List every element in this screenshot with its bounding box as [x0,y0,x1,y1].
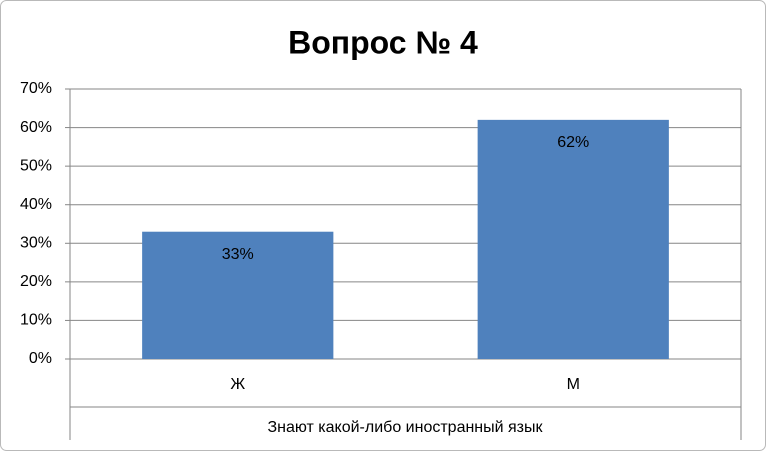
y-tick-label: 60% [20,119,52,136]
bar [477,119,669,359]
y-tick-label: 0% [29,350,52,367]
x-tick-label: Ж [230,376,245,393]
y-tick-label: 30% [20,235,52,252]
x-tick-label: М [567,376,580,393]
y-tick-label: 10% [20,312,52,329]
x-axis-label: Знают какой-либо иностранный язык [267,419,543,436]
y-tick-label: 40% [20,196,52,213]
bar [142,231,334,359]
chart-title: Вопрос № 4 [288,24,478,60]
y-tick-label: 70% [20,80,52,97]
y-tick-label: 20% [20,273,52,290]
data-label: 62% [557,134,589,151]
y-tick-label: 50% [20,157,52,174]
data-label: 33% [222,246,254,263]
